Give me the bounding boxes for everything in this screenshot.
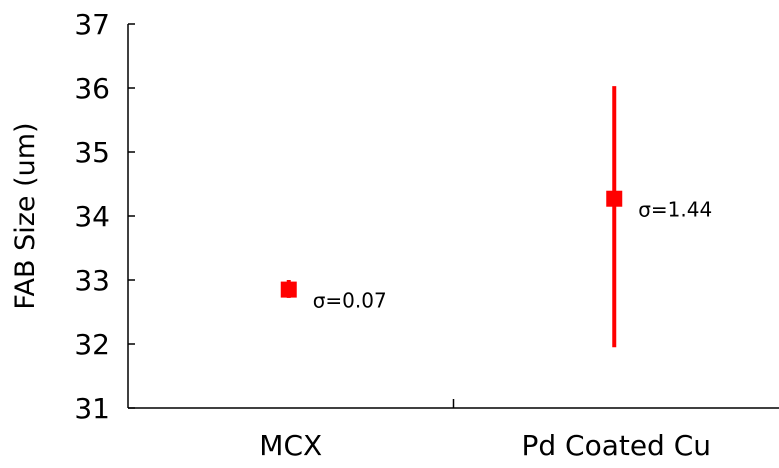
chart-axes — [127, 23, 779, 409]
data-point — [606, 190, 623, 207]
y-tick-label: 31 — [74, 392, 110, 425]
y-tick-label: 34 — [74, 200, 110, 233]
chart-marks — [280, 86, 623, 348]
y-tick-label: 32 — [74, 328, 110, 361]
x-tick-label: Pd Coated Cu — [521, 429, 711, 462]
y-tick-label: 33 — [74, 264, 110, 297]
data-label: σ=0.07 — [313, 289, 387, 313]
y-tick-label: 37 — [74, 8, 110, 41]
data-point — [280, 281, 297, 298]
y-tick-label: 36 — [74, 72, 110, 105]
y-axis-title: FAB Size (um) — [10, 122, 41, 309]
chart-labels: 31 32 33 34 35 36 37 MCX Pd Coated Cu FAB Size (u… — [10, 8, 712, 462]
data-label: σ=1.44 — [638, 198, 712, 222]
x-tick-label: MCX — [259, 429, 322, 462]
y-tick-label: 35 — [74, 136, 110, 169]
